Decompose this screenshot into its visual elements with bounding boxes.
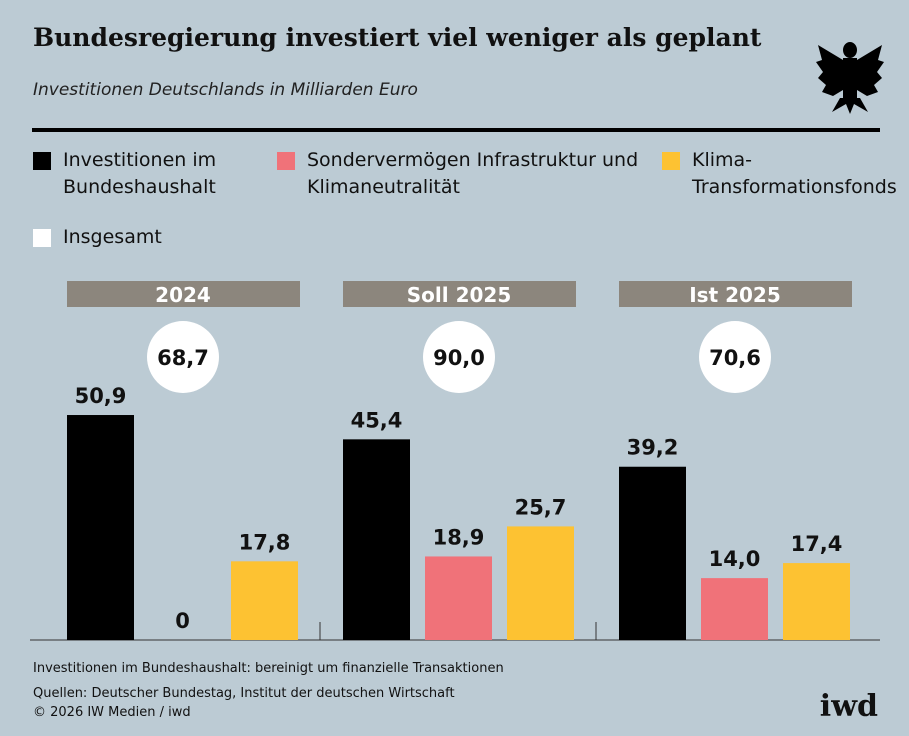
- logo: iwd: [820, 689, 878, 724]
- group-header: [619, 281, 852, 307]
- header-rule: [32, 128, 880, 132]
- source: Quellen: Deutscher Bundestag, Institut d…: [33, 686, 455, 701]
- group-header: [67, 281, 300, 307]
- bar: [783, 563, 850, 640]
- total-label: 70,6: [709, 346, 761, 370]
- value-label: 50,9: [75, 384, 127, 408]
- legend-entry: Klima-Transformationsfonds: [662, 147, 909, 201]
- legend-label: Insgesamt: [63, 226, 162, 248]
- chart-subtitle: Investitionen Deutschlands in Milliarden…: [33, 80, 418, 100]
- chart-title: Bundesregierung investiert viel weniger …: [33, 23, 762, 52]
- bar: [425, 556, 492, 640]
- bar: [231, 561, 298, 640]
- value-label: 0: [175, 609, 190, 633]
- total-label: 68,7: [157, 346, 209, 370]
- group-label: Soll 2025: [407, 283, 511, 307]
- legend-swatch: [33, 229, 51, 247]
- value-label: 25,7: [515, 495, 567, 519]
- legend-entry: Sondervermögen Infrastruktur und Klimane…: [277, 147, 647, 201]
- bar: [507, 526, 574, 640]
- total-circle: [147, 321, 219, 393]
- legend-label: Investitionen im Bundeshaushalt: [63, 149, 217, 198]
- bar: [701, 578, 768, 640]
- group-label: Ist 2025: [689, 283, 781, 307]
- bar: [67, 415, 134, 640]
- value-label: 45,4: [351, 408, 403, 432]
- bar: [343, 439, 410, 640]
- footnote: Investitionen im Bundeshaushalt: bereini…: [33, 661, 504, 676]
- total-circle: [699, 321, 771, 393]
- bar: [619, 466, 686, 640]
- legend-label: Sondervermögen Infrastruktur und Klimane…: [307, 149, 639, 198]
- legend-swatch: [277, 152, 295, 170]
- value-label: 18,9: [433, 525, 485, 549]
- total-circle: [423, 321, 495, 393]
- group-label: 2024: [155, 283, 211, 307]
- group-header: [343, 281, 576, 307]
- legend-label: Klima-Transformationsfonds: [692, 149, 897, 198]
- value-label: 39,2: [627, 436, 679, 460]
- legend-swatch: [33, 152, 51, 170]
- eagle-icon: [816, 42, 884, 114]
- total-label: 90,0: [433, 346, 485, 370]
- legend-entry: Insgesamt: [33, 224, 263, 251]
- value-label: 14,0: [709, 547, 761, 571]
- legend-entry: Investitionen im Bundeshaushalt: [33, 147, 263, 201]
- value-label: 17,4: [791, 532, 843, 556]
- copyright: © 2026 IW Medien / iwd: [33, 705, 191, 720]
- value-label: 17,8: [239, 530, 291, 554]
- legend-swatch: [662, 152, 680, 170]
